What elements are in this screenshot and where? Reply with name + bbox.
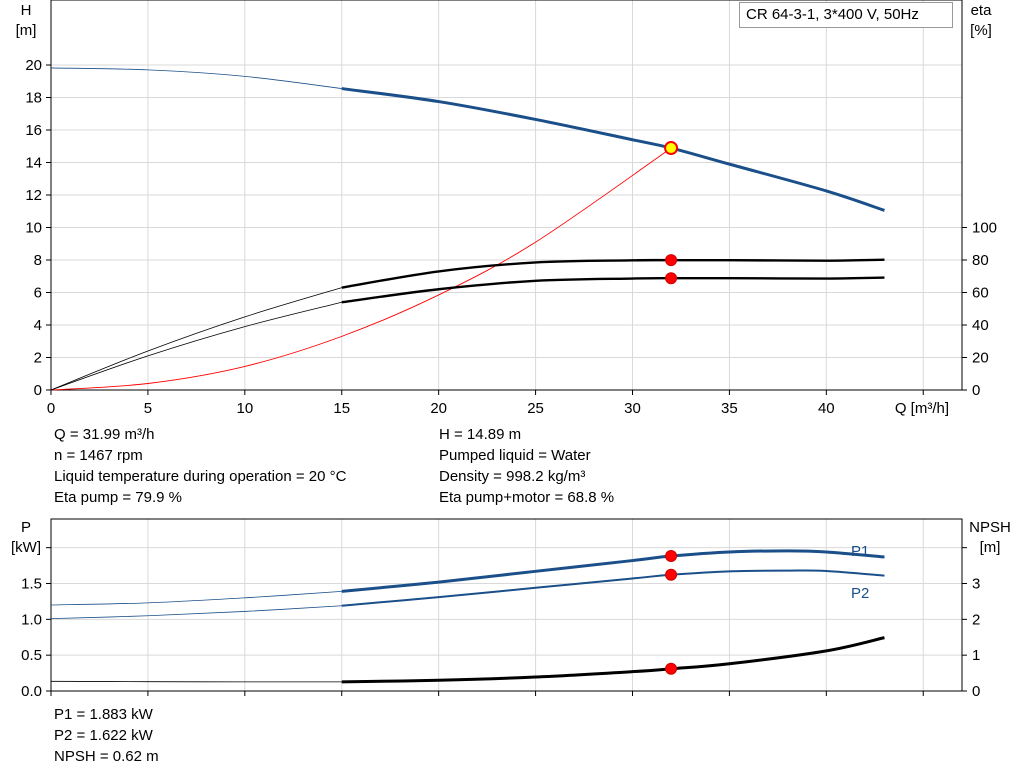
info-speed: n = 1467 rpm <box>54 447 143 464</box>
performance-chart: 0 2 4 6 8 10 12 14 16 18 20 0 20 40 60 80 100 0 5 10 15 20 25 3… <box>16 0 997 417</box>
y2-axis-title: NPSH <box>969 519 1011 536</box>
x-axis-title: Q [m³/h] <box>895 400 949 417</box>
pump-legend-text: CR 64-3-1, 3*400 V, 50Hz <box>746 6 919 23</box>
y-tick-label: 4 <box>34 317 42 334</box>
y2-tick-label: 2 <box>972 611 980 628</box>
y2-tick-label: 3 <box>972 576 980 593</box>
x-tick-label: 20 <box>430 400 447 417</box>
p2-curve <box>341 569 885 607</box>
npsh-curve <box>341 636 885 684</box>
x-tick-label: 10 <box>236 400 253 417</box>
x-tick-label: 15 <box>333 400 350 417</box>
y-tick-label: 10 <box>25 220 42 237</box>
info-head: H = 14.89 m <box>439 426 522 443</box>
duty-info-left: Q = 31.99 m³/h n = 1467 rpm Liquid tempe… <box>54 424 346 508</box>
y-tick-label: 8 <box>34 252 42 269</box>
series-label-p2: P2 <box>851 585 869 602</box>
y2-tick-label: 80 <box>972 252 989 269</box>
info-eta-pump-motor: Eta pump+motor = 68.8 % <box>439 489 615 506</box>
y2-axis-title: eta <box>971 2 993 19</box>
info-eta-pump: Eta pump = 79.9 % <box>54 489 182 506</box>
y-axis-title: [m] <box>16 22 37 39</box>
series-label-p1: P1 <box>851 543 869 560</box>
duty-point-marker <box>665 272 678 285</box>
x-tick-label: 0 <box>47 400 55 417</box>
power-npsh-chart: 0.0 0.5 1.0 1.5 0 1 2 3 P [kW] NPSH [m] P1 P2 <box>11 518 1011 700</box>
info-flow: Q = 31.99 m³/h <box>54 426 155 443</box>
eta-total-curve <box>341 276 885 304</box>
eta-pump-curve-extended <box>50 287 342 391</box>
info-p1: P1 = 1.883 kW <box>54 706 153 723</box>
y2-tick-label: 0 <box>972 382 980 399</box>
y-tick-label: 12 <box>25 187 42 204</box>
eta-pump-curve <box>341 258 885 289</box>
p2-curve-extended <box>50 605 342 620</box>
info-p2: P2 = 1.622 kW <box>54 727 153 744</box>
p1-curve-extended <box>50 590 342 606</box>
x-tick-label: 35 <box>721 400 738 417</box>
y-axis-title: H <box>21 2 32 19</box>
plot-frame <box>50 518 963 692</box>
y-tick-label: 14 <box>25 155 42 172</box>
info-density: Density = 998.2 kg/m³ <box>439 468 586 485</box>
y2-tick-label: 1 <box>972 647 980 664</box>
info-pumped-liquid: Pumped liquid = Water <box>439 447 591 464</box>
head-curve-extended <box>50 67 342 89</box>
y-axis-title: [kW] <box>11 539 41 556</box>
y-tick-label: 6 <box>34 285 42 302</box>
info-npsh: NPSH = 0.62 m <box>54 748 159 765</box>
duty-point-marker <box>665 662 678 675</box>
duty-point-marker <box>664 141 679 156</box>
duty-info-right: H = 14.89 m Pumped liquid = Water Densit… <box>439 424 614 508</box>
x-tick-label: 25 <box>527 400 544 417</box>
y-tick-label: 0.5 <box>21 647 42 664</box>
y-tick-label: 0.0 <box>21 683 42 700</box>
pump-legend-box: CR 64-3-1, 3*400 V, 50Hz <box>739 2 953 28</box>
y2-tick-label: 0 <box>972 683 980 700</box>
y-tick-label: 0 <box>34 382 42 399</box>
y-tick-label: 20 <box>25 57 42 74</box>
duty-info-bottom: P1 = 1.883 kW P2 = 1.622 kW NPSH = 0.62 … <box>54 704 159 767</box>
npsh-curve-extended <box>50 680 342 683</box>
x-tick-label: 5 <box>144 400 152 417</box>
x-tick-label: 30 <box>624 400 641 417</box>
y2-tick-label: 100 <box>972 220 997 237</box>
y-tick-label: 18 <box>25 90 42 107</box>
y-tick-label: 16 <box>25 122 42 139</box>
y-tick-label: 1.5 <box>21 576 42 593</box>
system-curve <box>50 147 672 391</box>
info-liquid-temperature: Liquid temperature during operation = 20… <box>54 468 347 485</box>
y2-tick-label: 20 <box>972 350 989 367</box>
y2-tick-label: 40 <box>972 317 989 334</box>
duty-point-marker <box>665 550 678 563</box>
duty-point-marker <box>665 568 678 581</box>
y-tick-label: 1.0 <box>21 611 42 628</box>
y2-axis-title: [%] <box>970 22 992 39</box>
y-tick-label: 2 <box>34 350 42 367</box>
x-tick-label: 40 <box>818 400 835 417</box>
head-curve <box>341 87 885 212</box>
eta-total-curve-extended <box>50 301 342 391</box>
duty-point-marker <box>665 254 678 267</box>
p1-curve <box>341 549 885 593</box>
y-axis-title: P <box>21 519 31 536</box>
y2-axis-title: [m] <box>980 539 1001 556</box>
y2-tick-label: 60 <box>972 285 989 302</box>
